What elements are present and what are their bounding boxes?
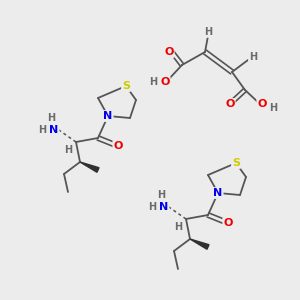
Text: N: N — [103, 111, 112, 121]
Polygon shape — [190, 239, 209, 249]
Text: H: H — [249, 52, 257, 62]
Text: O: O — [223, 218, 233, 228]
Text: H: H — [157, 190, 165, 200]
Text: S: S — [232, 158, 240, 168]
Text: H: H — [47, 113, 55, 123]
Text: O: O — [113, 141, 123, 151]
Text: H: H — [148, 202, 156, 212]
Text: H: H — [149, 77, 157, 87]
Text: S: S — [122, 81, 130, 91]
Text: H: H — [269, 103, 277, 113]
Polygon shape — [80, 162, 99, 172]
Text: N: N — [50, 125, 58, 135]
Text: O: O — [160, 77, 170, 87]
Text: N: N — [213, 188, 223, 198]
Text: O: O — [257, 99, 267, 109]
Text: H: H — [204, 27, 212, 37]
Text: H: H — [174, 222, 182, 232]
Text: O: O — [225, 99, 235, 109]
Text: H: H — [38, 125, 46, 135]
Text: H: H — [64, 145, 72, 155]
Text: O: O — [164, 47, 174, 57]
Text: N: N — [159, 202, 169, 212]
